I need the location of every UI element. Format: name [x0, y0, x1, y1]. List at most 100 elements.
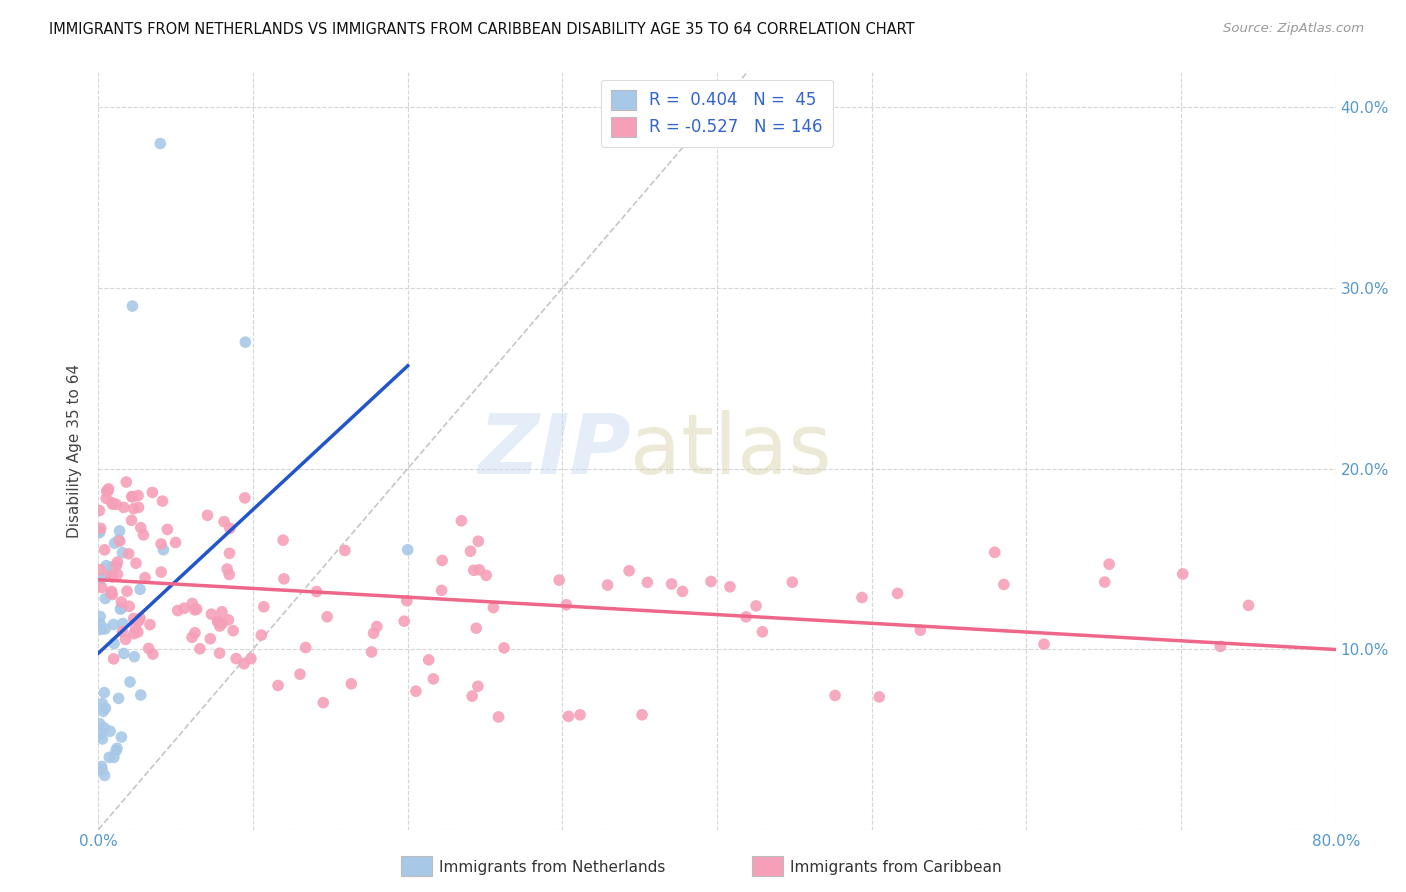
Point [94, 591, 117, 606]
Point [200, 632, 222, 646]
Point [631, 707, 654, 722]
Point [993, 577, 1015, 591]
Text: Immigrants from Netherlands: Immigrants from Netherlands [439, 860, 665, 874]
Point [468, 563, 491, 577]
Point [134, 571, 156, 585]
Point [105, 741, 128, 756]
Point [150, 537, 173, 551]
Text: Source: ZipAtlas.com: Source: ZipAtlas.com [1223, 22, 1364, 36]
Point [735, 610, 758, 624]
Point [122, 612, 145, 626]
Point [141, 485, 163, 500]
Point [104, 536, 127, 550]
Point [983, 545, 1005, 559]
Point [89, 503, 111, 517]
Point [150, 565, 173, 579]
Point [110, 601, 132, 615]
Point [430, 583, 453, 598]
Point [125, 556, 148, 570]
Point [184, 625, 207, 640]
Point [294, 640, 316, 655]
Point [218, 546, 240, 560]
Point [671, 584, 693, 599]
Point [128, 500, 150, 515]
Point [101, 559, 124, 574]
Point [94, 701, 117, 715]
Point [165, 535, 187, 549]
Point [700, 574, 723, 589]
Point [101, 570, 124, 584]
Point [312, 696, 335, 710]
Point [118, 599, 141, 614]
Point [129, 611, 152, 625]
Point [96, 558, 118, 573]
Point [366, 619, 388, 633]
Point [745, 599, 768, 613]
Point [124, 621, 146, 635]
Point [110, 602, 132, 616]
Point [181, 597, 204, 611]
Point [100, 586, 122, 600]
Point [128, 614, 150, 628]
Point [101, 495, 124, 509]
Point [129, 521, 152, 535]
Point [460, 544, 482, 558]
Point [239, 651, 262, 665]
Point [90, 581, 112, 595]
Point [89, 716, 111, 731]
Point [211, 605, 233, 619]
Point [90, 763, 112, 777]
Point [152, 494, 174, 508]
Point [208, 646, 231, 660]
Point [1237, 599, 1260, 613]
Point [115, 475, 138, 489]
Point [90, 521, 112, 535]
Point [465, 621, 488, 635]
Point [100, 568, 122, 582]
Point [139, 617, 162, 632]
Point [910, 624, 932, 638]
Point [93, 685, 115, 699]
Point [110, 595, 132, 609]
Point [463, 563, 485, 577]
Point [718, 580, 741, 594]
Point [156, 523, 179, 537]
Point [233, 491, 256, 505]
Point [111, 616, 134, 631]
Point [96, 569, 118, 583]
Point [107, 691, 129, 706]
Point [1209, 640, 1232, 654]
Point [271, 533, 294, 548]
Point [181, 630, 204, 644]
Point [250, 628, 273, 642]
Text: ZIP: ZIP [478, 410, 630, 491]
Point [127, 625, 149, 640]
Point [107, 533, 129, 547]
Point [152, 542, 174, 557]
Point [98, 724, 121, 739]
Point [1094, 575, 1116, 590]
Point [129, 688, 152, 702]
Text: Immigrants from Caribbean: Immigrants from Caribbean [790, 860, 1002, 874]
Point [316, 609, 339, 624]
Point [149, 136, 172, 151]
Point [97, 483, 120, 498]
Point [97, 482, 120, 496]
Point [886, 586, 908, 600]
Point [111, 546, 134, 560]
Point [418, 653, 440, 667]
Point [105, 567, 128, 582]
Point [91, 731, 114, 746]
Point [114, 632, 136, 647]
Point [267, 679, 290, 693]
Text: atlas: atlas [630, 410, 832, 491]
Point [112, 647, 135, 661]
Point [118, 547, 141, 561]
Point [142, 647, 165, 661]
Point [851, 591, 873, 605]
Point [108, 524, 131, 538]
Point [461, 689, 484, 703]
Y-axis label: Disability Age 35 to 64: Disability Age 35 to 64 [67, 363, 83, 538]
Point [233, 657, 256, 671]
Point [218, 567, 240, 582]
